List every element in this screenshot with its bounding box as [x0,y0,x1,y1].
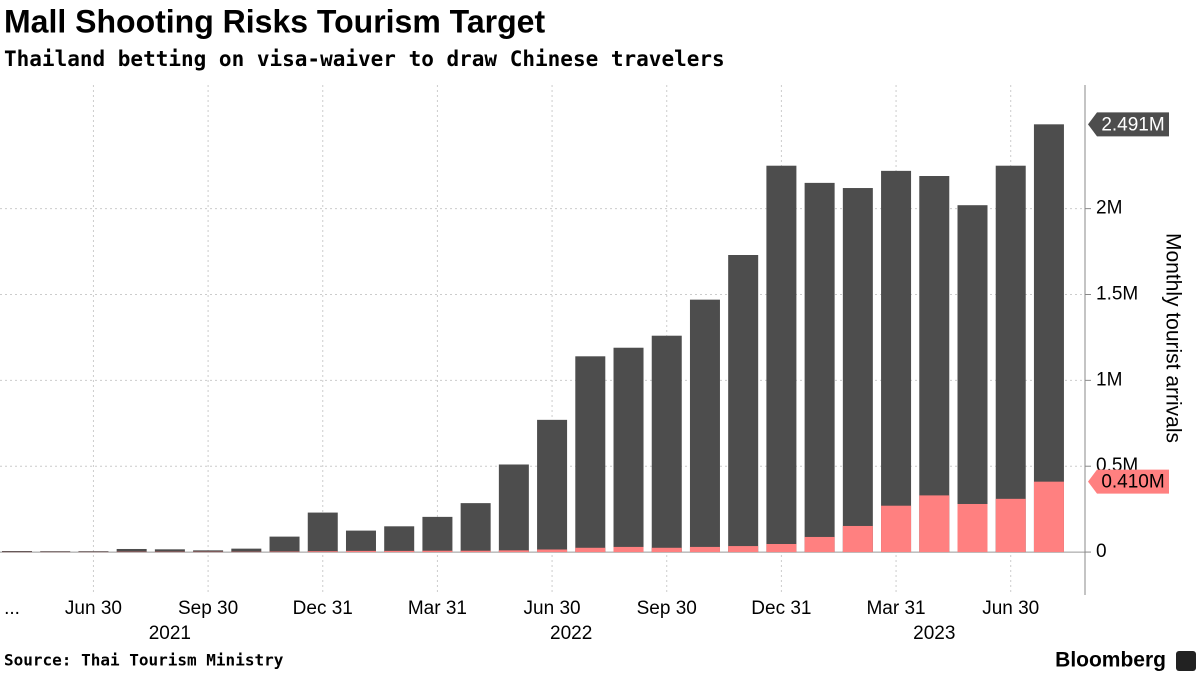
bar [919,495,950,553]
value-callout [1088,112,1169,137]
bar [307,512,338,553]
brand: Bloomberg [1055,649,1166,672]
bar [766,544,797,553]
y-tick-label: 1.5M [1096,284,1138,305]
bar [498,550,529,553]
bar [345,530,376,553]
bar [919,176,950,553]
bar [384,526,415,553]
bar [689,546,720,553]
y-axis-label: Monthly tourist arrivals [1161,233,1184,443]
bar [728,546,759,553]
x-tick-label: Mar 31 [866,598,925,619]
bar [2,551,32,553]
year-label: 2022 [550,623,592,644]
bar [728,255,759,553]
value-label: 2.491M [1101,114,1164,135]
bar [269,551,300,553]
x-tick-label: ... [4,598,20,619]
bar [116,548,147,553]
bar [231,548,262,553]
bar [78,551,109,553]
chart-title: Mall Shooting Risks Tourism Target [4,3,545,39]
bar [804,182,835,553]
bar [422,550,453,553]
bar [651,335,682,553]
bar [957,503,988,553]
year-label: 2021 [149,623,191,644]
y-tick-label: 1M [1096,369,1122,390]
bar [881,505,912,553]
bar [995,165,1026,553]
bar [1033,124,1064,553]
x-tick-label: Sep 30 [637,598,697,619]
bar [498,464,529,553]
year-label: 2023 [913,623,955,644]
bar [651,547,682,553]
bar [995,498,1026,553]
bar [575,547,606,553]
value-callout [1088,469,1169,494]
bar [842,188,873,553]
bar [154,549,185,553]
bar [881,170,912,553]
bar [575,356,606,553]
bar [422,516,453,553]
bar [613,347,644,553]
bar [460,550,491,553]
bar [537,419,568,553]
x-tick-label: Jun 30 [524,598,581,619]
bar [537,549,568,553]
x-tick-label: Dec 31 [293,598,353,619]
bar [957,205,988,553]
bar [1033,481,1064,553]
value-label: 0.410M [1101,472,1164,493]
bar [307,551,338,553]
x-tick-label: Sep 30 [178,598,238,619]
x-tick-label: Mar 31 [408,598,467,619]
brand-icon [1176,651,1196,671]
chart-subtitle: Thailand betting on visa-waiver to draw … [4,47,725,71]
x-tick-label: Dec 31 [751,598,811,619]
bar [40,551,71,553]
x-tick-label: Jun 30 [982,598,1039,619]
bar [384,550,415,553]
bar [345,550,376,553]
bar [766,165,797,553]
bar [193,550,224,553]
bar [689,299,720,553]
source: Source: Thai Tourism Ministry [4,651,284,670]
y-tick-label: 2M [1096,198,1122,219]
bar [842,525,873,553]
bar [460,503,491,553]
y-tick-label: 0 [1096,541,1107,562]
x-tick-label: Jun 30 [65,598,122,619]
bar [269,536,300,553]
bar [613,546,644,553]
bar [804,536,835,553]
